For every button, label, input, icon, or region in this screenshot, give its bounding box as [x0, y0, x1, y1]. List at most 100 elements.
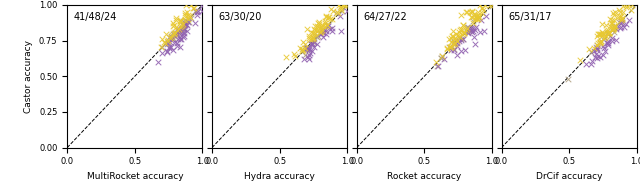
Point: [178, 31, 188, 35]
Point: [465, 28, 476, 31]
Point: [168, 36, 178, 39]
Point: [179, 24, 189, 27]
Point: [170, 31, 180, 34]
Point: [467, 11, 477, 14]
Point: [448, 39, 458, 42]
Point: [598, 37, 608, 40]
Point: [598, 45, 608, 48]
Point: [480, 3, 490, 6]
Point: [470, 26, 481, 29]
Point: [593, 42, 603, 45]
Point: [166, 35, 176, 38]
Point: [618, 10, 628, 13]
Point: [173, 30, 184, 33]
Point: [476, 19, 486, 22]
Point: [317, 31, 328, 34]
Point: [182, 10, 193, 13]
Point: [307, 38, 317, 41]
Point: [306, 42, 316, 45]
Point: [324, 15, 334, 18]
Point: [607, 19, 618, 22]
Point: [290, 54, 300, 57]
Point: [189, 22, 200, 25]
Point: [481, 14, 492, 17]
Point: [175, 36, 185, 39]
Point: [613, 16, 623, 19]
Point: [307, 42, 317, 46]
Text: 65/31/17: 65/31/17: [508, 12, 552, 22]
Point: [486, 5, 497, 8]
Point: [181, 3, 191, 6]
Point: [609, 26, 619, 30]
Point: [179, 20, 189, 23]
Point: [459, 32, 469, 35]
Point: [602, 42, 612, 45]
Point: [472, 10, 483, 13]
Point: [300, 42, 310, 46]
Point: [627, 3, 637, 6]
Point: [179, 19, 189, 23]
Point: [589, 47, 599, 50]
Point: [595, 40, 605, 43]
Point: [156, 51, 166, 54]
Point: [470, 17, 481, 20]
Point: [162, 42, 172, 46]
Point: [315, 30, 325, 34]
Point: [453, 34, 463, 37]
Point: [466, 29, 476, 32]
Point: [326, 8, 336, 11]
Point: [454, 39, 464, 42]
Point: [444, 37, 454, 40]
Point: [619, 26, 629, 29]
Point: [327, 18, 337, 21]
Point: [445, 45, 456, 48]
Point: [308, 36, 319, 40]
Point: [606, 21, 616, 24]
Point: [477, 6, 488, 9]
Point: [463, 26, 473, 29]
Point: [167, 34, 177, 37]
Text: 64/27/22: 64/27/22: [364, 12, 407, 22]
Point: [451, 38, 461, 41]
Point: [621, 22, 631, 25]
Point: [458, 38, 468, 41]
Point: [609, 30, 620, 34]
Point: [452, 53, 462, 56]
Point: [452, 44, 462, 47]
Point: [452, 39, 462, 42]
Point: [468, 27, 478, 30]
Point: [614, 20, 625, 23]
Point: [463, 30, 473, 33]
Point: [335, 6, 346, 9]
Point: [172, 44, 182, 47]
Point: [164, 47, 174, 50]
Point: [341, 3, 351, 6]
Point: [324, 17, 335, 20]
Point: [626, 8, 636, 11]
Point: [602, 33, 612, 36]
Point: [334, 3, 344, 6]
Point: [327, 26, 337, 30]
Point: [448, 43, 458, 46]
Point: [437, 54, 447, 57]
Point: [449, 42, 459, 45]
Point: [447, 44, 457, 47]
Point: [609, 25, 619, 28]
Point: [315, 32, 325, 35]
Point: [595, 32, 605, 36]
Point: [616, 25, 627, 28]
Point: [596, 23, 607, 26]
Point: [322, 23, 332, 26]
Point: [313, 29, 323, 32]
Point: [451, 32, 461, 36]
Point: [607, 27, 618, 30]
Point: [166, 45, 176, 48]
Point: [587, 59, 597, 63]
Point: [308, 37, 319, 41]
Point: [162, 50, 172, 53]
Point: [598, 53, 608, 56]
Point: [300, 54, 310, 57]
Point: [160, 41, 170, 45]
Point: [589, 50, 600, 53]
Point: [607, 27, 618, 30]
